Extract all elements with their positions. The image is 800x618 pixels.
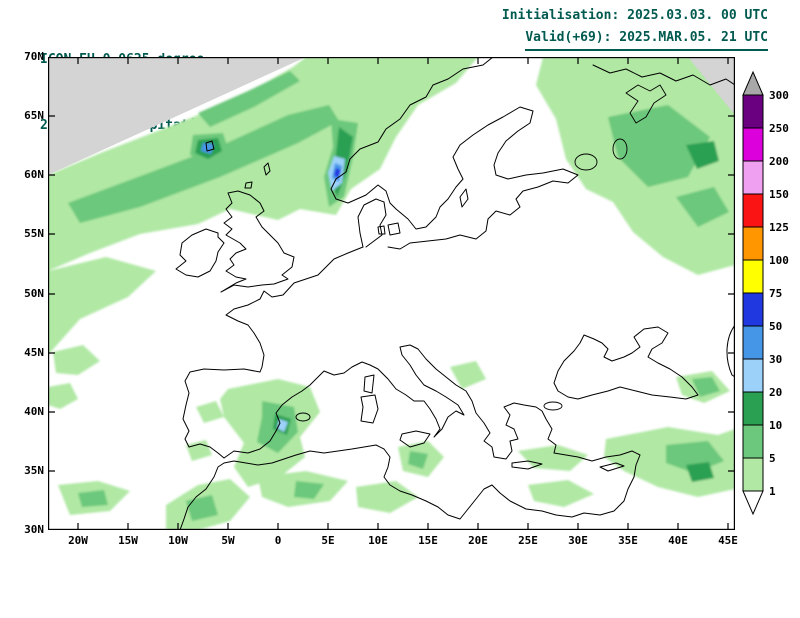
- colorbar-label: 20: [769, 386, 782, 399]
- colorbar-label: 125: [769, 221, 789, 234]
- lat-label: 60N: [24, 168, 44, 182]
- lon-label: 30E: [568, 534, 588, 547]
- lat-label: 65N: [24, 109, 44, 123]
- init-time: Initialisation: 2025.03.03. 00 UTC: [501, 8, 768, 23]
- colorbar-label: 30: [769, 353, 782, 366]
- coast-denmark: [357, 198, 387, 248]
- lon-label: 35E: [618, 534, 638, 547]
- lat-label: 70N: [24, 50, 44, 63]
- island-zealand: [387, 222, 401, 236]
- white-sea: [625, 84, 667, 124]
- island-orkney: [244, 181, 253, 189]
- precip-1mm-layer: [48, 57, 735, 530]
- colorbar-under-arrow: [742, 490, 764, 516]
- island-sicily: [399, 430, 431, 448]
- colorbar: 300 250 200 150 125 100 75 50 30 20 10 5 1: [742, 70, 789, 516]
- coast-black-sea: [553, 326, 699, 400]
- valid-time: Valid(+69): 2025.MAR.05. 21 UTC: [525, 27, 768, 51]
- lat-label: 30N: [24, 523, 44, 536]
- colorbar-label: 1: [769, 485, 776, 498]
- caspian-edge: [726, 324, 735, 378]
- lake-ladoga: [574, 153, 598, 171]
- colorbar-segment: [742, 193, 764, 228]
- precipitation-layer: [48, 57, 735, 530]
- map-frame: [47, 56, 736, 531]
- coast-scandinavia-baltic: [330, 57, 579, 250]
- colorbar-segment: [742, 391, 764, 426]
- domain-corner-topright: [688, 57, 735, 115]
- colorbar-segment: [742, 292, 764, 327]
- europe-map: [47, 56, 736, 531]
- island-mallorca: [295, 412, 311, 422]
- sea-of-marmara: [543, 401, 563, 411]
- lon-label: 10E: [368, 534, 388, 547]
- colorbar-segment: [742, 259, 764, 294]
- colorbar-segment: [742, 127, 764, 162]
- colorbar-segment: [742, 226, 764, 261]
- out-of-domain-layer: [48, 57, 735, 175]
- colorbar-over-arrow: [742, 70, 764, 96]
- island-sardinia: [360, 394, 379, 424]
- lon-label: 5W: [221, 534, 235, 547]
- lat-label: 35N: [24, 463, 44, 477]
- lat-label: 50N: [24, 286, 44, 300]
- lat-label: 55N: [24, 227, 44, 241]
- island-corsica: [363, 374, 375, 394]
- map-area: [47, 56, 736, 531]
- lon-label: 45E: [718, 534, 738, 547]
- colorbar-label: 250: [769, 122, 789, 135]
- lon-label: 15E: [418, 534, 438, 547]
- lat-label: 45N: [24, 345, 44, 359]
- coast-great-britain: [220, 190, 295, 293]
- island-crete: [511, 460, 543, 470]
- colorbar-label: 10: [769, 419, 782, 432]
- domain-corner-topleft: [48, 57, 306, 175]
- colorbar-segment: [742, 457, 764, 492]
- lon-label: 20W: [68, 534, 88, 547]
- colorbar-label: 5: [769, 452, 776, 465]
- colorbar-segment: [742, 424, 764, 459]
- colorbar-segment: [742, 358, 764, 393]
- precip-5mm-layer: [68, 71, 729, 521]
- lon-label: 25E: [518, 534, 538, 547]
- lon-label: 20E: [468, 534, 488, 547]
- colorbar-segment: [742, 94, 764, 129]
- lon-label: 0: [274, 534, 282, 547]
- lon-label: 40E: [668, 534, 688, 547]
- axis-ticks: [48, 57, 735, 530]
- lon-label: 10W: [168, 534, 188, 547]
- colorbar-label: 200: [769, 155, 789, 168]
- coast-ireland: [175, 228, 225, 278]
- coastlines-layer: [175, 57, 735, 530]
- colorbar-label: 75: [769, 287, 782, 300]
- island-gotland: [459, 188, 469, 208]
- lon-label: 5E: [321, 534, 335, 547]
- island-funen: [377, 225, 386, 235]
- colorbar-segment: [742, 160, 764, 195]
- coast-west-europe: [182, 246, 364, 459]
- colorbar-label: 150: [769, 188, 789, 201]
- colorbar-segment: [742, 325, 764, 360]
- header-right: Initialisation: 2025.03.03. 00 UTC Valid…: [502, 5, 768, 51]
- island-cyprus: [599, 462, 625, 472]
- island-shetland: [263, 162, 271, 176]
- colorbar-label: 100: [769, 254, 789, 267]
- lon-label: 15W: [118, 534, 138, 547]
- coast-kola: [592, 64, 735, 86]
- colorbar-label: 300: [769, 89, 789, 102]
- coast-mediterranean: [179, 344, 641, 530]
- lake-onega: [612, 138, 628, 160]
- island-faroe: [205, 140, 215, 152]
- colorbar-label: 50: [769, 320, 782, 333]
- precip-50mm-layer: [334, 168, 341, 178]
- lat-label: 40N: [24, 404, 44, 418]
